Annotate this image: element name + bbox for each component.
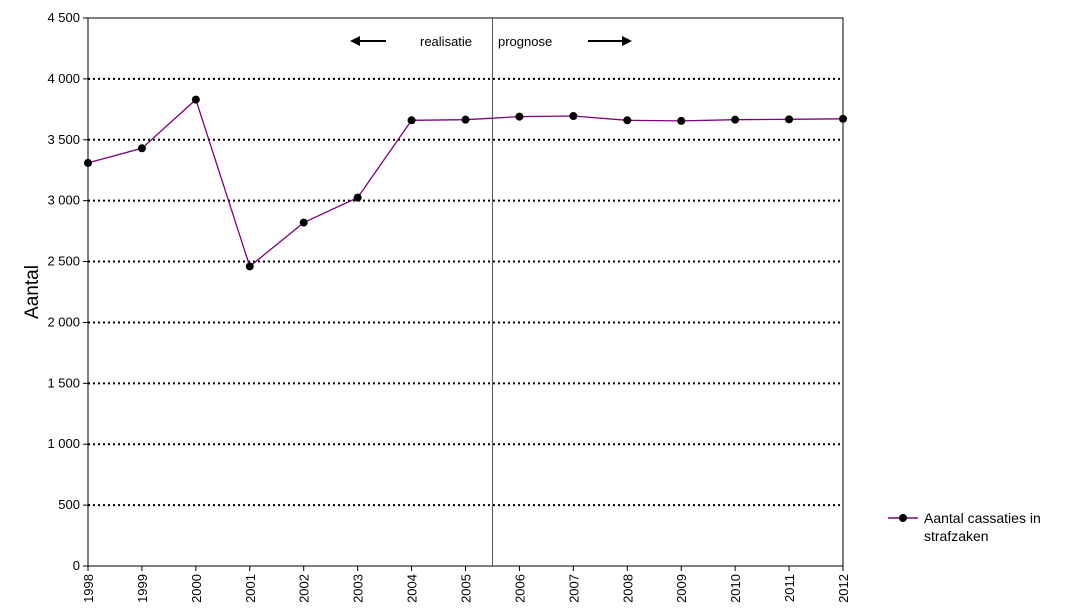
- y-tick-label: 500: [58, 497, 80, 512]
- data-point: [245, 262, 254, 271]
- y-axis-title: Aantal: [22, 265, 43, 319]
- right-arrow-icon: [622, 36, 632, 46]
- gridlines: [88, 77, 843, 507]
- x-tick-label: 1999: [135, 574, 150, 603]
- x-tick-label: 2005: [459, 574, 474, 603]
- plot-area-frame: [87, 17, 844, 567]
- x-tick-label: 2004: [405, 574, 420, 603]
- x-tick-label: 2002: [297, 574, 312, 603]
- data-point: [515, 112, 524, 121]
- series-line: [87, 98, 844, 268]
- annotation-left-label: realisatie: [420, 34, 472, 49]
- data-point: [84, 158, 92, 167]
- x-axis-ticks: 1998 1999 2000 2001 2002 2003 2004 2005 2006 2007…: [81, 566, 851, 603]
- data-point: [785, 115, 794, 124]
- y-tick-label: 0: [73, 558, 80, 573]
- x-tick-label: 1998: [81, 574, 96, 603]
- y-tick-label: 2 500: [47, 254, 80, 269]
- data-point: [299, 218, 308, 227]
- data-point: [407, 116, 416, 125]
- x-tick-label: 2000: [189, 574, 204, 603]
- annotation-right-label: prognose: [498, 34, 552, 49]
- y-axis-ticks: 0 500 1 000 1 500 2 000 2 500 3 000 3 500 4 000 4…: [47, 10, 88, 573]
- data-point: [839, 114, 847, 123]
- left-arrow-icon: [350, 36, 360, 46]
- y-tick-label: 4 000: [47, 71, 80, 86]
- x-tick-label: 2009: [674, 574, 689, 603]
- data-point: [623, 116, 632, 125]
- y-tick-label: 1 000: [47, 436, 80, 451]
- y-tick-label: 2 000: [47, 314, 80, 329]
- data-point: [569, 112, 578, 121]
- x-tick-label: 2006: [512, 574, 527, 603]
- data-point: [191, 95, 200, 104]
- x-tick-label: 2008: [620, 574, 635, 603]
- y-tick-label: 3 500: [47, 132, 80, 147]
- annotation-realisatie: realisatie: [350, 34, 472, 49]
- y-tick-label: 1 500: [47, 375, 80, 390]
- series-group: [84, 95, 847, 271]
- data-point: [677, 116, 686, 125]
- legend-marker-swatch: [899, 514, 907, 522]
- data-point: [731, 115, 740, 124]
- legend-label-line-2: strafzaken: [924, 528, 989, 544]
- x-tick-label: 2001: [243, 574, 258, 603]
- legend: Aantal cassaties in strafzaken: [888, 510, 1041, 544]
- annotation-prognose: prognose: [498, 34, 632, 49]
- x-tick-label: 2003: [351, 574, 366, 603]
- x-tick-label: 2010: [728, 574, 743, 603]
- y-tick-label: 3 000: [47, 193, 80, 208]
- x-tick-label: 2012: [836, 574, 851, 603]
- data-point: [461, 115, 470, 124]
- x-tick-label: 2011: [782, 574, 797, 602]
- data-point: [137, 144, 146, 153]
- x-tick-label: 2007: [566, 574, 581, 603]
- data-point: [353, 193, 362, 202]
- legend-label-line-1: Aantal cassaties in: [924, 510, 1041, 526]
- y-tick-label: 4 500: [47, 10, 80, 25]
